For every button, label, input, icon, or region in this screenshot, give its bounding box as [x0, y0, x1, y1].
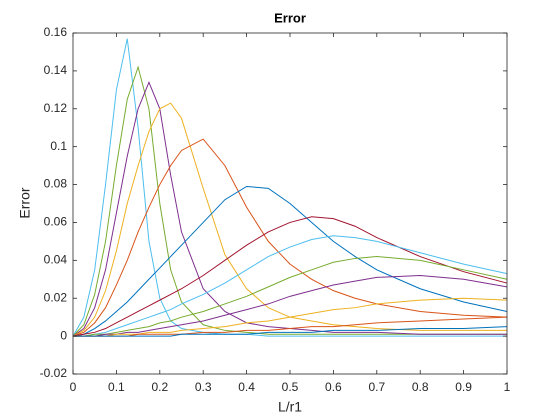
data-line — [72, 102, 507, 337]
y-tick-label: 0.02 — [44, 290, 68, 304]
y-tick-label: 0.06 — [44, 215, 68, 229]
chart-title: Error — [274, 10, 306, 25]
x-tick-label: 0.6 — [325, 380, 342, 394]
y-tick-label: 0.16 — [44, 25, 68, 39]
data-line — [73, 274, 508, 337]
y-tick-label: 0.04 — [44, 253, 68, 267]
plot-area — [72, 38, 508, 337]
x-tick-label: 0.3 — [195, 380, 212, 394]
y-tick-label: 0.14 — [44, 63, 68, 77]
y-tick-label: 0 — [60, 328, 67, 342]
x-axis-label: L/r1 — [278, 399, 302, 415]
data-line — [72, 216, 508, 337]
data-line — [73, 297, 508, 337]
x-tick-label: 0.5 — [282, 380, 299, 394]
x-tick-label: 0.1 — [108, 380, 125, 394]
y-tick-label: 0.12 — [44, 101, 68, 115]
data-line — [73, 326, 508, 337]
data-line — [73, 235, 508, 337]
data-line — [72, 138, 508, 337]
data-line — [73, 256, 508, 337]
x-tick-label: 1 — [504, 380, 511, 394]
x-tick-label: 0 — [70, 380, 77, 394]
y-axis-label: Error — [17, 187, 33, 218]
x-tick-label: 0.9 — [455, 380, 472, 394]
x-tick-label: 0.2 — [151, 380, 168, 394]
y-tick-label: 0.08 — [44, 177, 68, 191]
x-tick-label: 0.4 — [238, 380, 255, 394]
x-tick-label: 0.7 — [368, 380, 385, 394]
data-line — [72, 80, 507, 337]
y-tick-label: 0.1 — [50, 139, 67, 153]
data-line — [72, 185, 508, 337]
x-tick-label: 0.8 — [412, 380, 429, 394]
y-tick-label: -0.02 — [40, 366, 68, 380]
data-line — [72, 65, 507, 337]
